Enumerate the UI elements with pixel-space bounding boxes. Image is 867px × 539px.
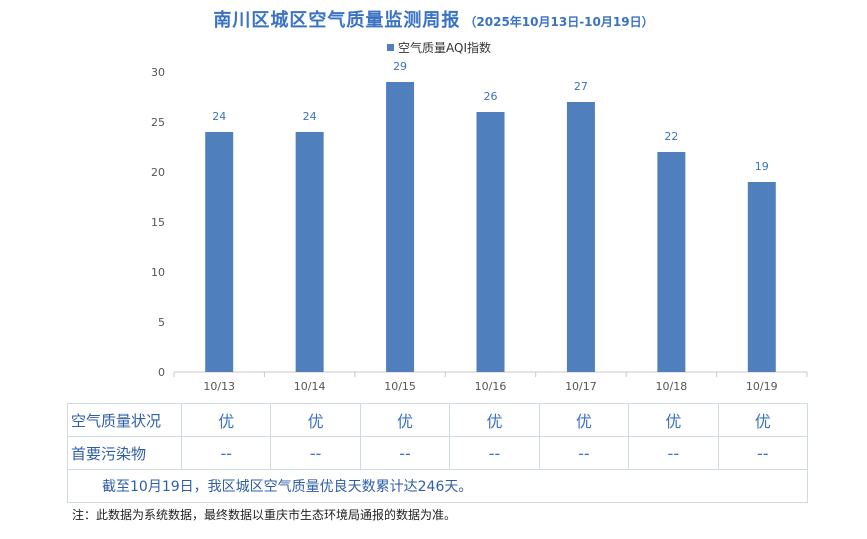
bars: [205, 82, 776, 372]
bar-10/19: [747, 182, 776, 372]
status-cell: 优: [717, 403, 809, 437]
chart-title: 南川区城区空气质量监测周报 （2025年10月13日-10月19日）: [0, 6, 867, 32]
row-label-pollutant: 首要污染物: [67, 436, 182, 470]
y-tick-label: 25: [151, 116, 165, 129]
pollutant-cell: --: [180, 436, 272, 470]
data-label: 22: [664, 130, 678, 143]
y-tick-label: 5: [158, 316, 165, 329]
table-row-status: 空气质量状况 优 优 优 优 优 优 优: [67, 403, 809, 437]
bar-10/13: [205, 132, 234, 372]
pollutant-cell: --: [538, 436, 630, 470]
bar-10/16: [476, 112, 505, 372]
summary-text: 截至10月19日，我区城区空气质量优良天数累计达246天。: [67, 469, 808, 503]
bar-10/15: [386, 82, 415, 372]
x-tick-label: 10/15: [384, 380, 416, 393]
table-row-pollutant: 首要污染物 -- -- -- -- -- -- --: [67, 436, 809, 470]
x-tick-label: 10/13: [203, 380, 235, 393]
pollutant-cell: --: [717, 436, 809, 470]
data-label: 24: [303, 110, 317, 123]
y-tick-label: 30: [151, 66, 165, 79]
air-quality-table: 空气质量状况 优 优 优 优 优 优 优 首要污染物 -- -- -- -- -…: [67, 403, 809, 503]
y-tick-label: 10: [151, 266, 165, 279]
data-label: 27: [574, 80, 588, 93]
pollutant-cell: --: [270, 436, 361, 470]
bar-10/17: [566, 102, 595, 372]
bar-10/14: [295, 132, 324, 372]
status-cell: 优: [538, 403, 630, 437]
title-main: 南川区城区空气质量监测周报: [213, 10, 461, 31]
status-cell: 优: [628, 403, 719, 437]
pollutant-cell: --: [449, 436, 540, 470]
legend-label: 空气质量AQI指数: [398, 40, 491, 55]
row-label-status: 空气质量状况: [67, 403, 182, 437]
table-row-summary: 截至10月19日，我区城区空气质量优良天数累计达246天。: [67, 469, 808, 503]
data-label: 19: [755, 160, 769, 173]
x-tick-label: 10/17: [565, 380, 597, 393]
pollutant-cell: --: [628, 436, 719, 470]
bar-10/18: [657, 152, 686, 372]
y-tick-label: 0: [158, 366, 165, 379]
x-axis-labels: 10/13 10/14 10/15 10/16 10/17 10/18 10/19: [173, 372, 808, 393]
y-axis: 0 5 10 15 20 25 30: [151, 66, 165, 379]
legend-swatch: [387, 44, 394, 51]
status-cell: 优: [270, 403, 361, 437]
data-labels: 24 24 29 26 27 22 19: [212, 60, 769, 173]
status-cell: 优: [449, 403, 540, 437]
status-cell: 优: [180, 403, 272, 437]
x-tick-label: 10/16: [475, 380, 507, 393]
footnote: 注：此数据为系统数据，最终数据以重庆市生态环境局通报的数据为准。: [72, 508, 457, 522]
data-label: 24: [212, 110, 226, 123]
data-label: 26: [484, 90, 498, 103]
x-tick-label: 10/14: [294, 380, 326, 393]
title-date-range: （2025年10月13日-10月19日）: [464, 15, 654, 29]
chart-legend: 空气质量AQI指数: [387, 40, 491, 55]
y-tick-label: 20: [151, 166, 165, 179]
y-tick-label: 15: [151, 216, 165, 229]
pollutant-cell: --: [359, 436, 451, 470]
status-cell: 优: [359, 403, 451, 437]
x-tick-label: 10/18: [656, 380, 688, 393]
x-tick-label: 10/19: [746, 380, 778, 393]
data-label: 29: [393, 60, 407, 73]
